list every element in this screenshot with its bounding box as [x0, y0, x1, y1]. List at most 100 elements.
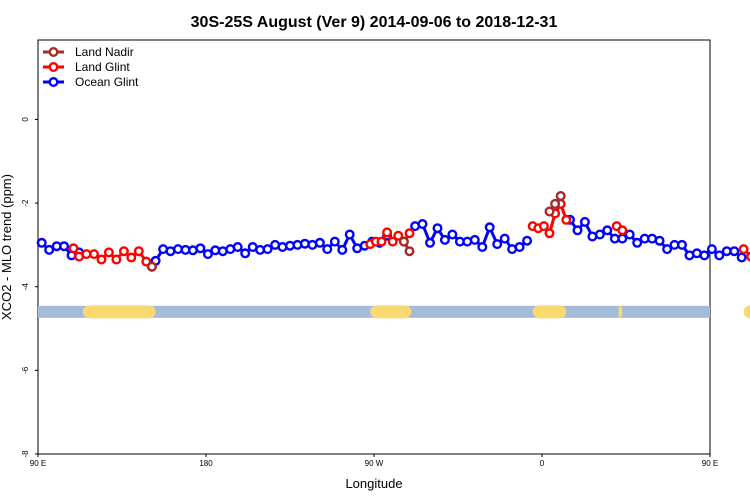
y-tick-label: -6 [21, 366, 30, 374]
x-tick-label: 90 E [30, 459, 46, 468]
data-point [133, 246, 144, 257]
legend-entry-land-glint: Land Glint [43, 60, 130, 74]
legend-label-land-nadir: Land Nadir [75, 45, 134, 59]
land-ocean-band [38, 305, 750, 319]
data-point [561, 214, 572, 225]
legend-label-land-glint: Land Glint [75, 60, 130, 74]
data-point [195, 243, 206, 254]
legend-marker-land-glint [48, 62, 59, 73]
data-point [594, 229, 605, 240]
data-point [404, 228, 415, 239]
series-land-glint [68, 198, 750, 272]
data-point [617, 225, 628, 236]
chart-title: 30S-25S August (Ver 9) 2014-09-06 to 201… [191, 14, 558, 31]
data-point [103, 247, 114, 258]
data-point [398, 236, 409, 247]
series-land-nadir [146, 190, 566, 272]
data-point [439, 234, 450, 245]
data-point [602, 225, 613, 236]
data-point [654, 235, 665, 246]
data-point [322, 244, 333, 255]
y-tick-label: 0 [21, 117, 30, 122]
data-point [96, 254, 107, 265]
data-point [404, 246, 415, 257]
band-land [532, 305, 567, 319]
series-layer [36, 190, 750, 272]
x-tick-label: 180 [199, 459, 213, 468]
data-point [314, 237, 325, 248]
x-tick-label: 90 W [365, 459, 384, 468]
y-axis-ticks: 0 -2 -4 -6 -8 [21, 117, 38, 458]
data-point [36, 237, 47, 248]
data-point [425, 237, 436, 248]
data-point [544, 206, 555, 217]
data-point [344, 229, 355, 240]
data-point [550, 198, 561, 209]
data-point [514, 241, 525, 252]
legend-label-ocean-glint: Ocean Glint [75, 75, 139, 89]
data-point [146, 261, 157, 272]
data-point [714, 250, 725, 261]
data-point [706, 244, 717, 255]
data-point [417, 218, 428, 229]
band-land [82, 305, 156, 319]
data-point [118, 246, 129, 257]
data-point [729, 246, 740, 257]
data-point [736, 252, 747, 263]
data-point [382, 227, 393, 238]
x-tick-label: 0 [540, 459, 545, 468]
data-point [337, 244, 348, 255]
data-point [232, 241, 243, 252]
data-point [432, 223, 443, 234]
data-point [277, 241, 288, 252]
y-tick-label: -2 [21, 199, 30, 207]
band-land [743, 305, 750, 319]
data-point [499, 233, 510, 244]
data-point [202, 249, 213, 260]
data-point [544, 228, 555, 239]
data-point [477, 241, 488, 252]
x-axis-label: Longitude [345, 476, 402, 491]
data-point [699, 250, 710, 261]
band-land [370, 305, 412, 319]
data-point [677, 239, 688, 250]
data-point [522, 235, 533, 246]
data-point [262, 244, 273, 255]
data-point [59, 241, 70, 252]
data-point [632, 237, 643, 248]
data-point [662, 244, 673, 255]
data-point [393, 230, 404, 241]
data-point [746, 251, 750, 262]
data-point [329, 236, 340, 247]
data-point [88, 249, 99, 260]
legend-entry-land-nadir: Land Nadir [43, 45, 134, 59]
data-point [447, 229, 458, 240]
x-axis-ticks: 90 E 180 90 W 0 90 E [30, 454, 718, 468]
data-point [469, 234, 480, 245]
x-tick-label: 90 E [702, 459, 718, 468]
data-point [111, 254, 122, 265]
data-point [126, 252, 137, 263]
legend: Land Nadir Land Glint Ocean Glint [43, 45, 139, 89]
y-tick-label: -4 [21, 283, 30, 291]
data-point [555, 190, 566, 201]
series-ocean-glint [36, 214, 747, 266]
legend-marker-land-nadir [48, 47, 59, 58]
data-point [492, 239, 503, 250]
data-point [572, 225, 583, 236]
data-point [738, 244, 749, 255]
data-point [44, 244, 55, 255]
data-point [624, 229, 635, 240]
data-point [387, 236, 398, 247]
y-axis-label: XCO2 - MLO trend (ppm) [0, 174, 14, 320]
data-point [376, 236, 387, 247]
data-point [240, 248, 251, 259]
data-point [579, 216, 590, 227]
data-point [538, 221, 549, 232]
legend-entry-ocean-glint: Ocean Glint [43, 75, 139, 89]
data-point [68, 243, 79, 254]
y-tick-label: -8 [21, 450, 30, 458]
data-point [484, 222, 495, 233]
band-land [618, 305, 623, 319]
